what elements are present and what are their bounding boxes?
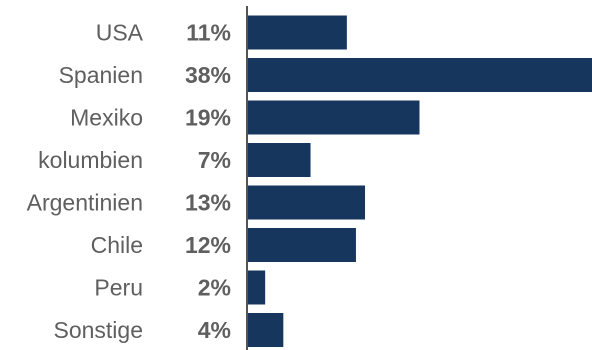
value-labels-group: 11% 38% 19% 7% 13% 12% 2% 4% <box>185 20 231 344</box>
value-label-mexiko: 19% <box>185 105 231 131</box>
category-label-spanien: Spanien <box>59 62 143 88</box>
category-label-chile: Chile <box>91 232 143 258</box>
category-label-mexiko: Mexiko <box>70 105 143 131</box>
bar-argentinien <box>247 185 366 220</box>
category-label-argentinien: Argentinien <box>27 190 143 216</box>
value-label-usa: 11% <box>186 20 231 46</box>
bars-group <box>247 15 592 347</box>
bar-chile <box>247 228 356 262</box>
value-label-kolumbien: 7% <box>198 147 231 173</box>
bar-usa <box>247 15 347 50</box>
bar-spanien <box>247 58 592 92</box>
value-label-spanien: 38% <box>185 62 231 88</box>
bar-mexiko <box>247 100 420 135</box>
value-label-chile: 12% <box>185 232 231 258</box>
category-label-sonstige: Sonstige <box>53 317 143 343</box>
bar-kolumbien <box>247 143 311 177</box>
value-label-peru: 2% <box>198 275 231 301</box>
category-label-kolumbien: kolumbien <box>38 147 143 173</box>
category-labels-group: USA Spanien Mexiko kolumbien Argentinien Chil… <box>27 20 144 344</box>
value-label-sonstige: 4% <box>198 317 231 343</box>
category-label-usa: USA <box>96 20 144 46</box>
bar-sonstige <box>247 313 284 347</box>
value-label-argentinien: 13% <box>185 190 231 216</box>
category-label-peru: Peru <box>94 275 143 301</box>
bar-peru <box>247 270 266 305</box>
